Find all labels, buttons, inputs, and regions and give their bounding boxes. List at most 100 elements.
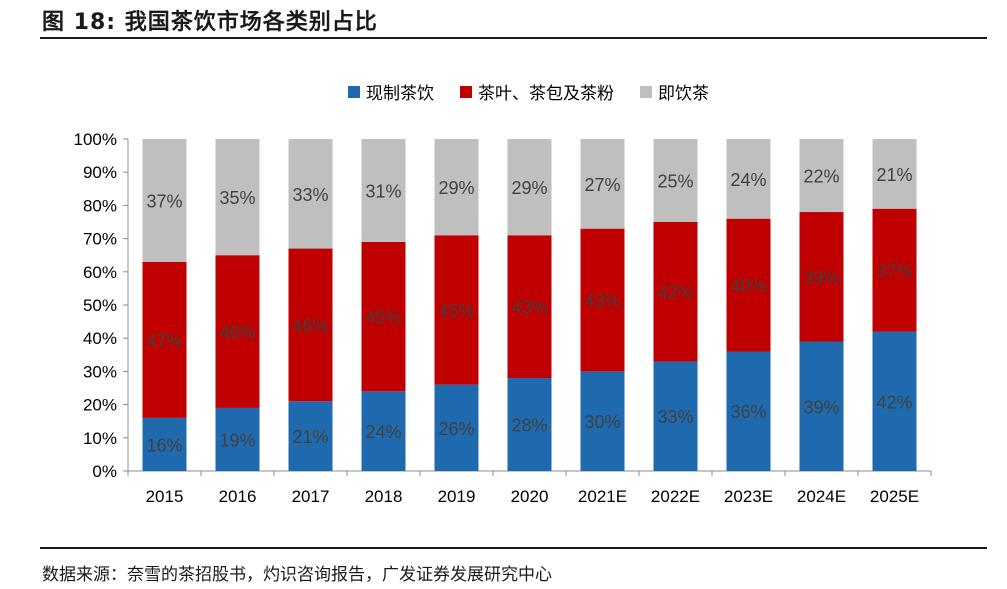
x-tick-label: 2019 (438, 487, 476, 506)
y-tick-label: 30% (83, 362, 117, 381)
bar-segment (507, 139, 552, 236)
y-tick-label: 10% (83, 429, 117, 448)
data-label: 33% (292, 185, 328, 205)
bar-segment (653, 361, 698, 471)
data-label: 37% (146, 191, 182, 211)
y-tick-label: 60% (83, 263, 117, 282)
bar-segment (434, 235, 479, 385)
bar-segment (361, 241, 406, 392)
bar-segment (215, 139, 260, 256)
bar-segment (507, 235, 552, 379)
bar-segment (361, 139, 406, 242)
data-label: 42% (657, 283, 693, 303)
x-tick-label: 2015 (146, 487, 184, 506)
data-label: 30% (584, 412, 620, 432)
x-tick-label: 2021E (578, 487, 627, 506)
data-label: 37% (876, 261, 912, 281)
data-label: 21% (292, 427, 328, 447)
x-tick-label: 2016 (219, 487, 257, 506)
y-tick-label: 0% (92, 462, 117, 481)
x-tick-label: 2023E (724, 487, 773, 506)
bar-segment (288, 401, 333, 471)
data-label: 46% (219, 323, 255, 343)
data-label: 29% (511, 178, 547, 198)
x-tick-label: 2024E (797, 487, 846, 506)
bar-segment (580, 371, 625, 471)
legend-label: 即饮茶 (658, 84, 709, 104)
data-label: 43% (511, 298, 547, 318)
bar-segment (142, 417, 187, 471)
data-label: 24% (365, 422, 401, 442)
bar-segment (215, 255, 260, 408)
bar-segment (507, 378, 552, 471)
data-label: 27% (584, 175, 620, 195)
y-tick-label: 90% (83, 163, 117, 182)
data-label: 28% (511, 416, 547, 436)
data-label: 46% (292, 316, 328, 336)
source-divider (40, 547, 987, 549)
data-label: 47% (146, 331, 182, 351)
data-label: 40% (730, 276, 766, 296)
data-label: 22% (803, 167, 839, 187)
y-tick-label: 70% (83, 230, 117, 249)
legend-label: 茶叶、茶包及茶粉 (478, 84, 614, 104)
bar-segment (872, 208, 917, 332)
data-label: 24% (730, 170, 766, 190)
bar-segment (361, 391, 406, 471)
bar-segment (580, 139, 625, 229)
legend-label: 现制茶饮 (366, 84, 434, 104)
data-label: 16% (146, 435, 182, 455)
data-label: 25% (657, 172, 693, 192)
chart-bars (142, 139, 917, 471)
x-tick-label: 2020 (511, 487, 549, 506)
bar-segment (434, 139, 479, 236)
data-label: 19% (219, 430, 255, 450)
data-label: 35% (219, 188, 255, 208)
bar-segment (142, 261, 187, 418)
bar-segment (653, 222, 698, 362)
bar-segment (288, 248, 333, 402)
legend-swatch (348, 86, 360, 98)
bar-segment (288, 139, 333, 249)
figure-title: 图 18: 我国茶饮市场各类别占比 (42, 10, 378, 35)
source-note: 数据来源：奈雪的茶招股书，灼识咨询报告，广发证券发展研究中心 (42, 565, 552, 585)
bar-segment (726, 351, 771, 471)
data-label: 36% (730, 402, 766, 422)
data-label: 26% (438, 419, 474, 439)
bar-segment (653, 139, 698, 222)
x-tick-label: 2025E (870, 487, 919, 506)
bar-segment (872, 331, 917, 471)
bar-segment (799, 212, 844, 342)
x-tick-label: 2018 (365, 487, 403, 506)
data-label: 43% (584, 291, 620, 311)
bar-segment (799, 341, 844, 471)
y-tick-label: 50% (83, 296, 117, 315)
data-label: 33% (657, 407, 693, 427)
legend-swatch (640, 86, 652, 98)
data-label: 45% (365, 308, 401, 328)
chart-axes: 0% 10% 20% 30% 40% 50% 60% 70% 80% 90% 100% 2015 201… (74, 130, 932, 506)
data-label: 39% (803, 268, 839, 288)
y-tick-label: 20% (83, 396, 117, 415)
data-label: 31% (365, 181, 401, 201)
y-tick-label: 40% (83, 329, 117, 348)
x-tick-label: 2017 (292, 487, 330, 506)
data-label: 21% (876, 165, 912, 185)
x-tick-label: 2022E (651, 487, 700, 506)
y-tick-label: 80% (83, 196, 117, 215)
legend-swatch (460, 86, 472, 98)
chart-legend: 现制茶饮 茶叶、茶包及茶粉 即饮茶 (348, 84, 709, 104)
data-label: 39% (803, 397, 839, 417)
bar-segment (726, 218, 771, 352)
bar-segment (799, 139, 844, 213)
bar-segment (434, 384, 479, 471)
y-tick-label: 100% (74, 130, 117, 149)
bar-segment (726, 139, 771, 219)
data-label: 42% (876, 392, 912, 412)
bar-segment (872, 139, 917, 209)
title-divider (40, 37, 987, 39)
bar-segment (142, 139, 187, 262)
chart-data-labels: 16% 47% 37% 19% 46% 35% 21% 46% 33% 24% 45% 31% 26% 4… (146, 165, 912, 456)
bar-segment (580, 228, 625, 372)
